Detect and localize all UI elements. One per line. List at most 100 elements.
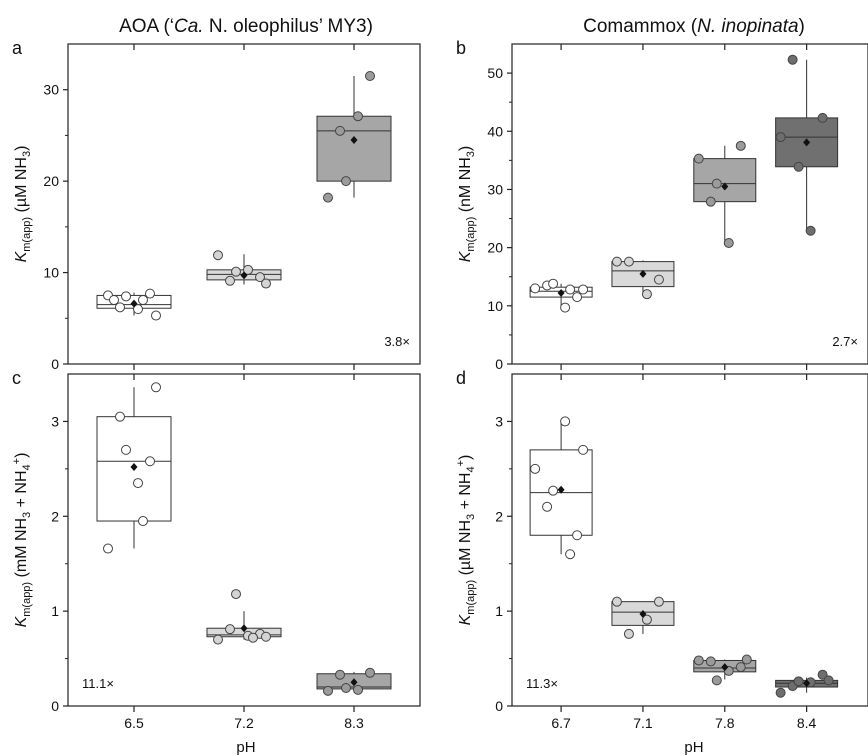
data-point: [138, 516, 148, 527]
data-point: [805, 225, 816, 236]
data-point: [565, 549, 576, 560]
column-title-left: AOA (‘Ca. N. oleophilus’ MY3): [119, 16, 373, 37]
data-point: [353, 684, 363, 695]
data-point: [817, 669, 828, 680]
data-point: [138, 295, 148, 305]
y-tick-label: 30: [43, 82, 59, 98]
data-point: [572, 530, 583, 541]
y-axis-label: Km(app) (mM NH3 + NH4+): [11, 453, 33, 628]
data-point: [653, 274, 664, 285]
data-point: [115, 411, 125, 422]
y-tick-label: 2: [51, 508, 59, 524]
data-point: [365, 71, 375, 81]
data-point: [335, 669, 345, 680]
box: [693, 158, 757, 203]
panel-letter-a: a: [12, 38, 23, 58]
data-point: [705, 196, 716, 207]
x-tick-label: 7.2: [234, 715, 254, 731]
data-point: [565, 284, 576, 295]
box-group: 6.7: [529, 374, 593, 731]
y-axis-label: Km(app) (nM NH3): [457, 146, 477, 263]
mean-marker: [721, 663, 729, 672]
box-group: [611, 44, 675, 370]
data-point: [542, 501, 553, 512]
data-point: [231, 266, 241, 277]
box-group: 7.2: [206, 374, 282, 731]
box: [316, 115, 392, 182]
y-tick-label: 0: [51, 698, 59, 714]
mean-marker: [350, 678, 358, 687]
data-point: [255, 272, 265, 283]
y-tick-label: 0: [495, 356, 503, 372]
y-tick-label: 2: [495, 508, 503, 524]
data-point: [705, 656, 716, 667]
data-point: [775, 132, 786, 143]
box-group: [775, 44, 839, 370]
mean-marker: [130, 462, 138, 471]
box-group: [96, 44, 172, 370]
data-point: [641, 614, 652, 625]
y-tick-label: 1: [51, 603, 59, 619]
y-tick-label: 1: [495, 603, 503, 619]
data-point: [735, 662, 746, 673]
y-tick-label: 50: [487, 65, 503, 81]
panel-a: 0 10 20 30 Km(app) (µM NH3) 3.8×: [13, 43, 421, 372]
y-axis-label: Km(app) (µM NH3): [13, 146, 33, 263]
data-point: [823, 675, 834, 686]
data-point: [115, 302, 125, 313]
y-tick-label: 20: [43, 173, 59, 189]
box-group: 7.8: [693, 374, 757, 731]
data-point: [793, 676, 804, 687]
data-point: [231, 589, 241, 600]
panel-letter-c: c: [12, 368, 21, 388]
fold-change-annotation: 2.7×: [832, 334, 858, 349]
data-point: [693, 655, 704, 666]
x-tick-label: 7.8: [715, 715, 735, 731]
box-group: 8.3: [316, 374, 392, 731]
x-tick-label: 8.4: [797, 715, 817, 731]
data-point: [548, 278, 559, 289]
x-tick-label: 8.3: [344, 715, 364, 731]
box-group: 8.4: [775, 374, 839, 731]
data-point: [335, 125, 345, 136]
fold-change-annotation: 3.8×: [384, 334, 410, 349]
data-point: [261, 278, 271, 289]
x-tick-label: 7.1: [633, 715, 653, 731]
data-point: [151, 382, 161, 393]
data-point: [775, 687, 786, 698]
data-point: [261, 631, 271, 642]
data-point: [711, 675, 722, 686]
data-point: [735, 140, 746, 151]
plot-frame: [67, 43, 421, 365]
x-axis-label-left: pH: [236, 739, 255, 756]
data-point: [578, 444, 589, 455]
mean-marker: [803, 138, 811, 147]
mean-marker: [639, 269, 647, 278]
mean-marker: [240, 624, 248, 633]
data-point: [711, 178, 722, 189]
column-title-right: Comammox (N. inopinata): [583, 16, 805, 37]
data-point: [341, 682, 351, 693]
data-point: [611, 256, 622, 267]
data-point: [741, 654, 752, 665]
data-point: [787, 54, 798, 65]
x-axis-label-right: pH: [684, 739, 703, 756]
mean-marker: [240, 271, 248, 280]
data-point: [793, 161, 804, 172]
y-tick-label: 10: [487, 298, 503, 314]
data-point: [611, 596, 622, 607]
y-axis-label: Km(app) (µM NH3 + NH4+): [455, 455, 477, 626]
data-point: [213, 250, 223, 261]
data-point: [560, 416, 571, 427]
box-group: 6.5: [96, 374, 172, 731]
panel-letter-d: d: [456, 368, 466, 388]
box-group: [529, 44, 593, 370]
panel-letter-b: b: [456, 38, 466, 58]
y-tick-label: 0: [495, 698, 503, 714]
data-point: [530, 283, 541, 294]
y-tick-label: 20: [487, 240, 503, 256]
plot-frame: [511, 43, 868, 365]
data-point: [109, 295, 119, 305]
